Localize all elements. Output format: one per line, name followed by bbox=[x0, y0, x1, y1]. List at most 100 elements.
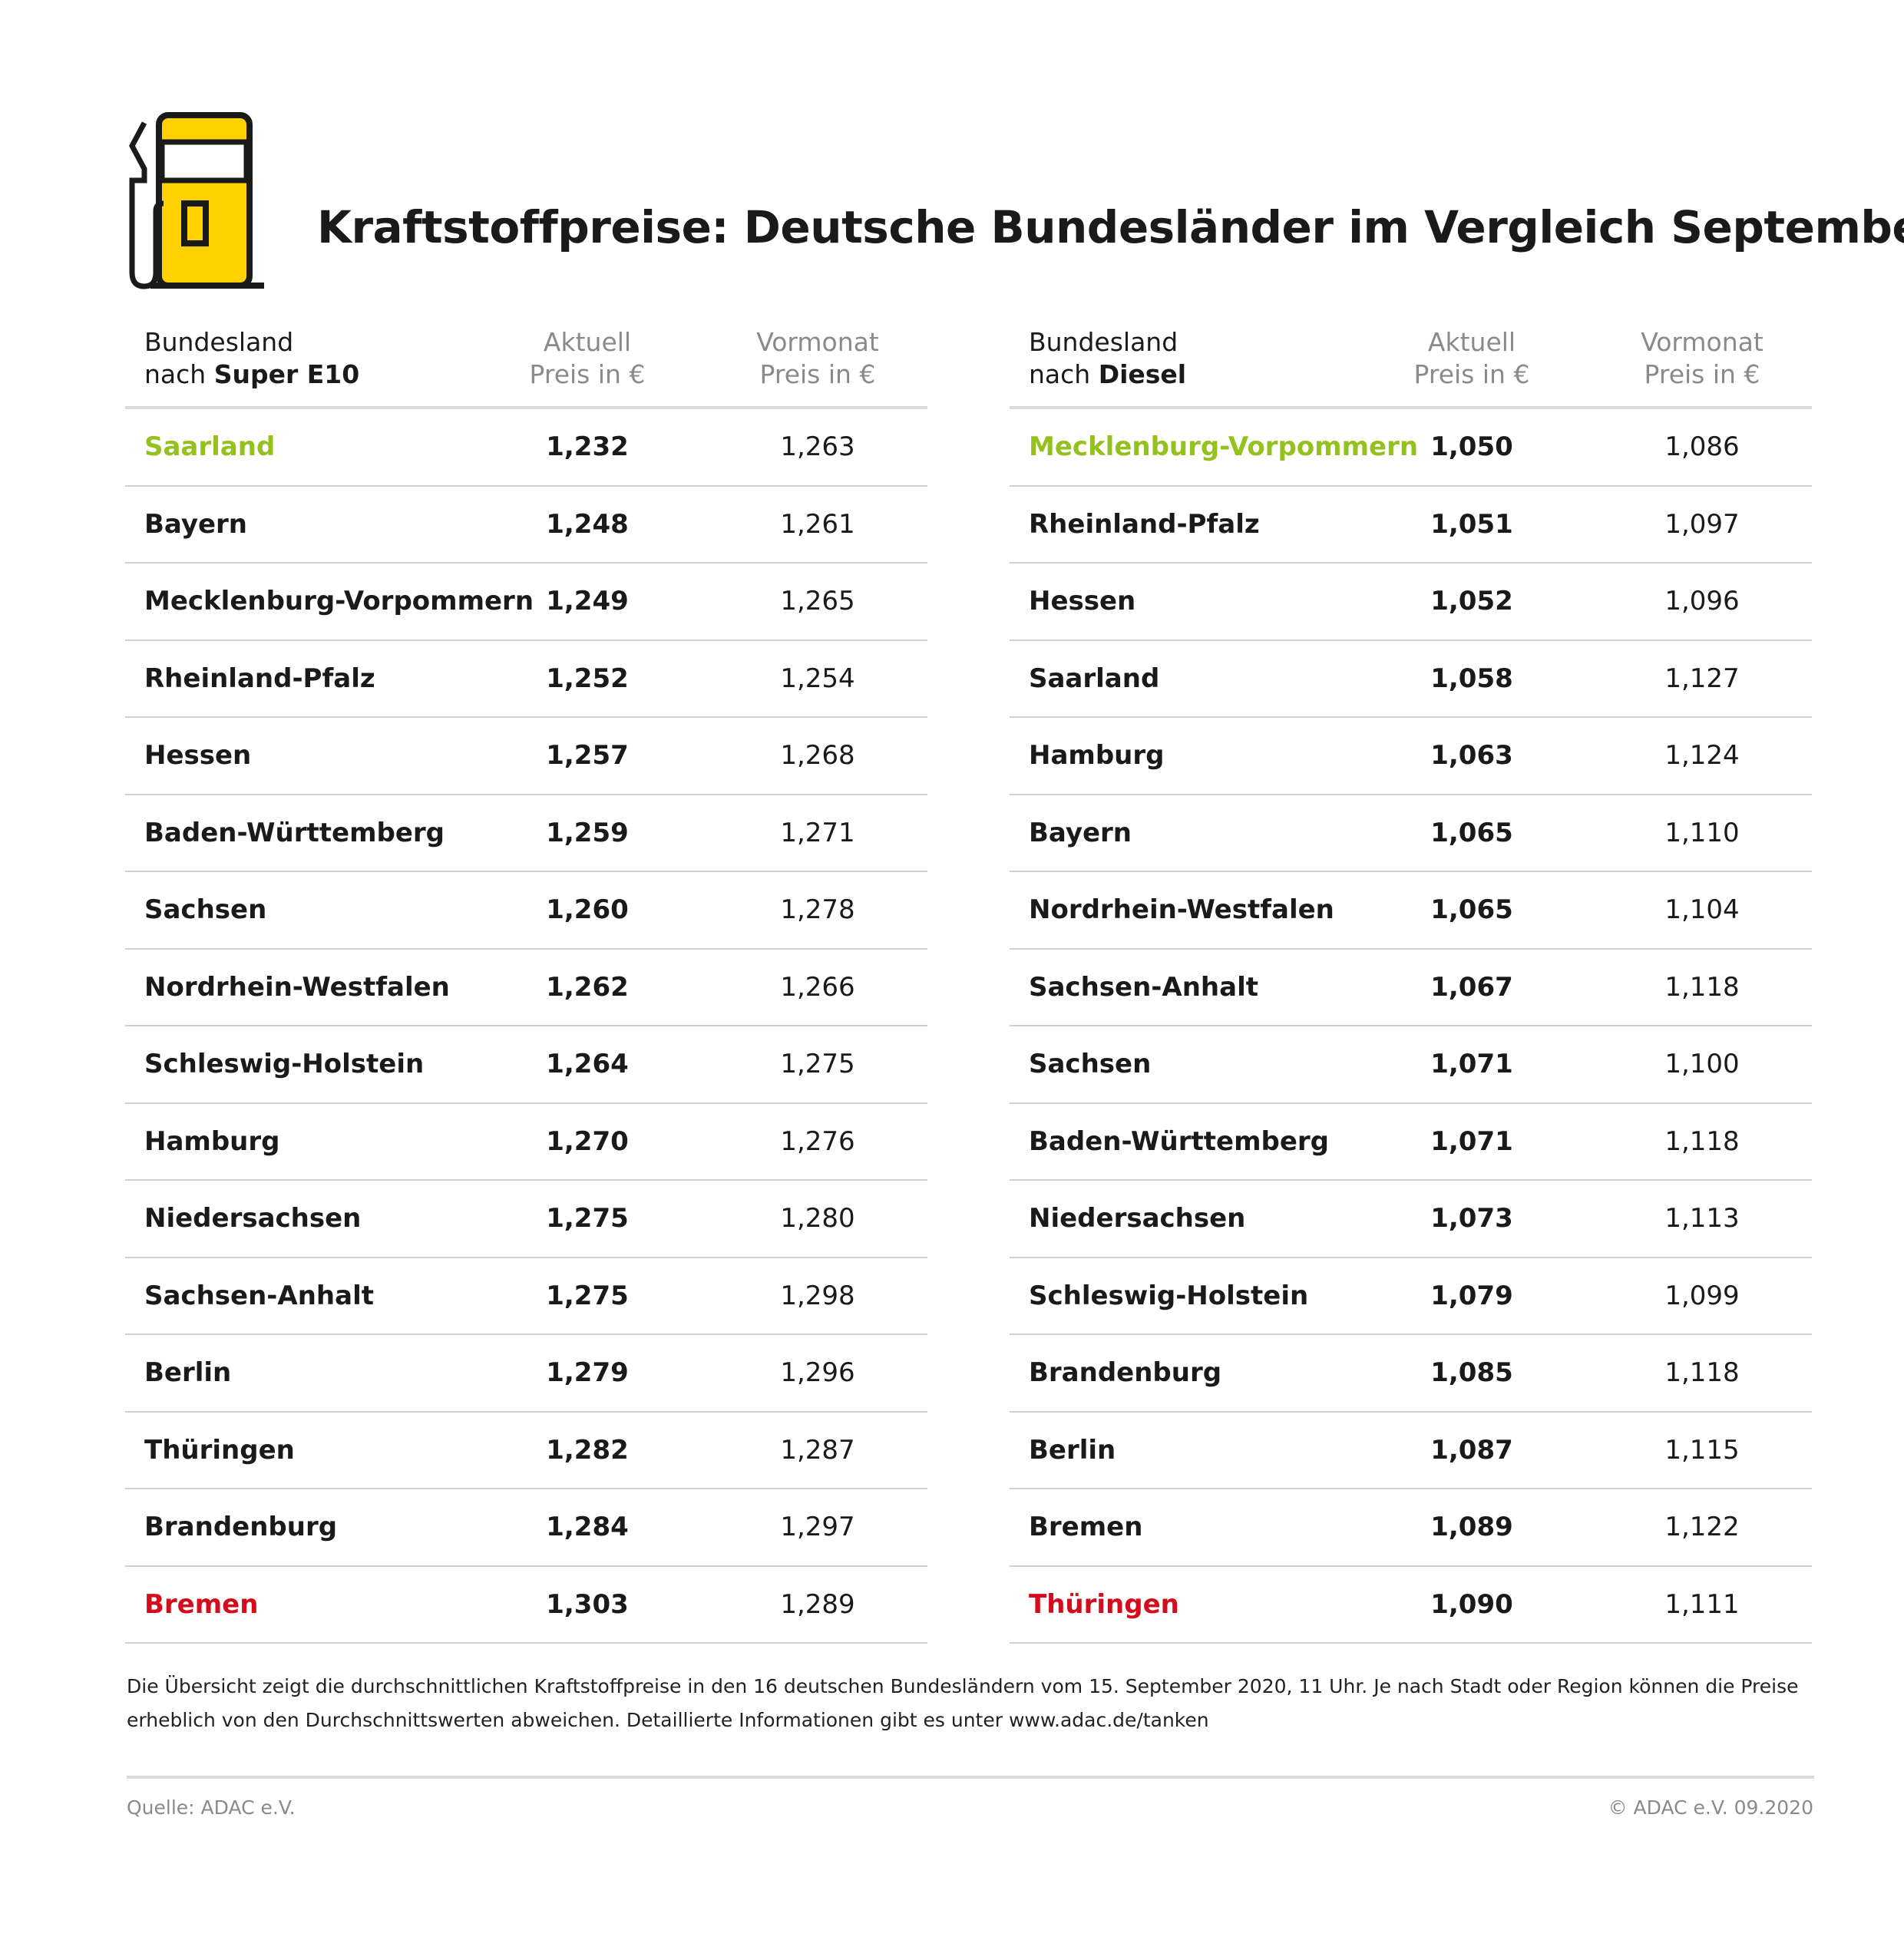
table-row: Sachsen 1,260 1,278 bbox=[125, 872, 927, 950]
bundesland-name: Baden-Württemberg bbox=[1029, 1125, 1330, 1157]
table-row: Rheinland-Pfalz 1,051 1,097 bbox=[1010, 487, 1812, 563]
aktuell-price: 1,052 bbox=[1430, 586, 1513, 617]
bundesland-name: Sachsen-Anhalt bbox=[1029, 971, 1258, 1003]
vormonat-price: 1,261 bbox=[780, 508, 855, 540]
vormonat-price: 1,110 bbox=[1664, 817, 1740, 848]
table-header: Bundesland nach Super E10 Aktuell Preis in… bbox=[125, 326, 927, 409]
vormonat-price: 1,104 bbox=[1664, 894, 1740, 926]
aktuell-price: 1,087 bbox=[1430, 1434, 1513, 1466]
vormonat-price: 1,113 bbox=[1664, 1203, 1740, 1234]
header-prefix: nach bbox=[144, 359, 214, 389]
vormonat-price: 1,276 bbox=[780, 1125, 855, 1157]
table-row: Saarland 1,058 1,127 bbox=[1010, 641, 1812, 718]
bundesland-name: Berlin bbox=[144, 1357, 232, 1389]
table-row: Sachsen-Anhalt 1,275 1,298 bbox=[125, 1258, 927, 1335]
vormonat-price: 1,268 bbox=[780, 740, 855, 772]
page-title: Kraftstoffpreise: Deutsche Bundesländer … bbox=[317, 201, 1904, 253]
table-row: Berlin 1,087 1,115 bbox=[1010, 1413, 1812, 1489]
table-row: Bayern 1,065 1,110 bbox=[1010, 795, 1812, 872]
bundesland-name: Bremen bbox=[144, 1588, 259, 1620]
vormonat-price: 1,118 bbox=[1664, 1357, 1740, 1389]
aktuell-price: 1,248 bbox=[546, 508, 629, 540]
table-row: Saarland 1,232 1,263 bbox=[125, 409, 927, 487]
bundesland-name: Sachsen bbox=[1029, 1049, 1152, 1080]
vormonat-price: 1,099 bbox=[1664, 1280, 1740, 1311]
header-vormonat-1: Vormonat bbox=[756, 327, 879, 357]
bundesland-name: Schleswig-Holstein bbox=[144, 1049, 425, 1080]
vormonat-price: 1,124 bbox=[1664, 740, 1740, 772]
bundesland-name: Rheinland-Pfalz bbox=[1029, 508, 1260, 540]
vormonat-price: 1,122 bbox=[1664, 1512, 1740, 1543]
aktuell-price: 1,264 bbox=[546, 1049, 629, 1080]
bundesland-name: Bremen bbox=[1029, 1512, 1143, 1543]
table-row: Hessen 1,052 1,096 bbox=[1010, 563, 1812, 641]
aktuell-price: 1,071 bbox=[1430, 1125, 1513, 1157]
vormonat-price: 1,118 bbox=[1664, 1125, 1740, 1157]
aktuell-price: 1,232 bbox=[546, 431, 629, 463]
table-row: Hessen 1,257 1,268 bbox=[125, 718, 927, 795]
header-fuel: Super E10 bbox=[213, 359, 360, 389]
header-aktuell-2: Preis in € bbox=[1413, 359, 1530, 389]
aktuell-price: 1,275 bbox=[546, 1203, 629, 1234]
aktuell-price: 1,067 bbox=[1430, 971, 1513, 1003]
bundesland-name: Saarland bbox=[1029, 663, 1160, 694]
vormonat-price: 1,271 bbox=[780, 817, 855, 848]
bundesland-name: Hessen bbox=[1029, 586, 1136, 617]
copyright: © ADAC e.V. 09.2020 bbox=[1608, 1796, 1813, 1819]
table-row: Thüringen 1,090 1,111 bbox=[1010, 1567, 1812, 1644]
header-line1: Bundesland bbox=[1029, 327, 1178, 357]
vormonat-price: 1,115 bbox=[1664, 1434, 1740, 1466]
aktuell-price: 1,051 bbox=[1430, 508, 1513, 540]
vormonat-price: 1,265 bbox=[780, 586, 855, 617]
bundesland-name: Hamburg bbox=[144, 1125, 280, 1157]
bundesland-name: Niedersachsen bbox=[1029, 1203, 1246, 1234]
bundesland-name: Baden-Württemberg bbox=[144, 817, 445, 848]
vormonat-price: 1,278 bbox=[780, 894, 855, 926]
table-row: Bremen 1,303 1,289 bbox=[125, 1567, 927, 1644]
aktuell-price: 1,259 bbox=[546, 817, 629, 848]
vormonat-price: 1,296 bbox=[780, 1357, 855, 1389]
table-row: Bremen 1,089 1,122 bbox=[1010, 1489, 1812, 1567]
vormonat-price: 1,096 bbox=[1664, 586, 1740, 617]
table-row: Nordrhein-Westfalen 1,065 1,104 bbox=[1010, 872, 1812, 950]
aktuell-price: 1,303 bbox=[546, 1588, 629, 1620]
vormonat-price: 1,266 bbox=[780, 971, 855, 1003]
bundesland-name: Saarland bbox=[144, 431, 276, 463]
aktuell-price: 1,050 bbox=[1430, 431, 1513, 463]
vormonat-price: 1,287 bbox=[780, 1434, 855, 1466]
table-row: Brandenburg 1,085 1,118 bbox=[1010, 1335, 1812, 1413]
aktuell-price: 1,282 bbox=[546, 1434, 629, 1466]
aktuell-price: 1,071 bbox=[1430, 1049, 1513, 1080]
vormonat-price: 1,097 bbox=[1664, 508, 1740, 540]
bundesland-name: Hessen bbox=[144, 740, 252, 772]
aktuell-price: 1,284 bbox=[546, 1512, 629, 1543]
header-aktuell-2: Preis in € bbox=[529, 359, 646, 389]
bundesland-name: Rheinland-Pfalz bbox=[144, 663, 375, 694]
vormonat-price: 1,280 bbox=[780, 1203, 855, 1234]
super-e10-table: Bundesland nach Super E10 Aktuell Preis in… bbox=[125, 326, 927, 1644]
aktuell-price: 1,270 bbox=[546, 1125, 629, 1157]
aktuell-price: 1,279 bbox=[546, 1357, 629, 1389]
footnote: Die Übersicht zeigt die durchschnittlich… bbox=[127, 1675, 1799, 1731]
aktuell-price: 1,089 bbox=[1430, 1512, 1513, 1543]
table-row: Sachsen 1,071 1,100 bbox=[1010, 1026, 1812, 1104]
table-row: Nordrhein-Westfalen 1,262 1,266 bbox=[125, 950, 927, 1026]
header-aktuell-1: Aktuell bbox=[543, 327, 632, 357]
table-header: Bundesland nach Diesel Aktuell Preis in € … bbox=[1010, 326, 1812, 409]
bundesland-name: Mecklenburg-Vorpommern bbox=[144, 586, 534, 617]
header-vormonat-1: Vormonat bbox=[1641, 327, 1764, 357]
aktuell-price: 1,260 bbox=[546, 894, 629, 926]
bundesland-name: Nordrhein-Westfalen bbox=[144, 971, 450, 1003]
bundesland-name: Hamburg bbox=[1029, 740, 1165, 772]
header-aktuell: Aktuell Preis in € bbox=[1380, 326, 1564, 391]
bundesland-name: Brandenburg bbox=[1029, 1357, 1222, 1389]
vormonat-price: 1,254 bbox=[780, 663, 855, 694]
table-row: Thüringen 1,282 1,287 bbox=[125, 1413, 927, 1489]
table-row: Mecklenburg-Vorpommern 1,249 1,265 bbox=[125, 563, 927, 641]
aktuell-price: 1,058 bbox=[1430, 663, 1513, 694]
table-row: Schleswig-Holstein 1,264 1,275 bbox=[125, 1026, 927, 1104]
bundesland-name: Sachsen-Anhalt bbox=[144, 1280, 374, 1311]
source: Quelle: ADAC e.V. bbox=[127, 1796, 296, 1819]
header-aktuell-1: Aktuell bbox=[1427, 327, 1516, 357]
header-vormonat: Vormonat Preis in € bbox=[1610, 326, 1794, 391]
